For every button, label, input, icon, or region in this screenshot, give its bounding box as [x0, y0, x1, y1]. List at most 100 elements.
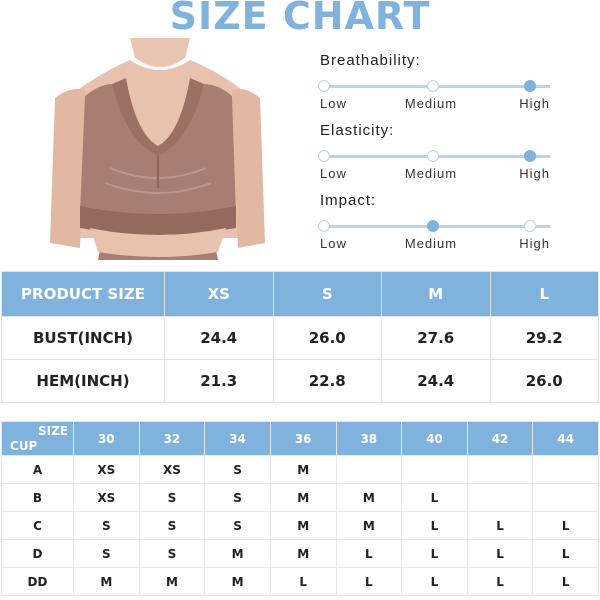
scale-dot-high: [524, 220, 536, 232]
table-cell: L: [532, 511, 599, 540]
table-cell: L: [401, 567, 468, 596]
table-cell: XS: [138, 455, 206, 484]
table-header-row: SIZE CUP 30 32 34 36 38 40 42 44: [1, 421, 599, 456]
table-cell: M: [269, 511, 337, 540]
table-cell: S: [138, 511, 206, 540]
table-cell: S: [73, 539, 140, 568]
elasticity-scale: Elasticity: Low Medium High: [318, 122, 550, 192]
product-photo: [50, 38, 265, 260]
table-cell: 21.3: [164, 359, 274, 403]
band-header: 32: [138, 421, 206, 456]
product-size-header: PRODUCT SIZE: [1, 271, 165, 317]
table-cell: M: [73, 567, 140, 596]
table-cell: 24.4: [164, 316, 274, 360]
size-header-l: L: [489, 271, 599, 317]
table-cell: S: [138, 483, 206, 512]
table-cell: L: [269, 567, 337, 596]
scale-label-high: High: [519, 236, 550, 251]
cup-size-table: SIZE CUP 30 32 34 36 38 40 42 44 A XS XS…: [1, 421, 599, 596]
breathability-label: Breathability:: [320, 52, 421, 69]
table-cell: [532, 455, 599, 484]
cup-label: D: [1, 539, 74, 568]
table-row: HEM(INCH) 21.3 22.8 24.4 26.0: [1, 359, 599, 403]
corner-size-label: SIZE: [37, 424, 68, 438]
scale-dot-medium: [427, 80, 439, 92]
scale-label-medium: Medium: [404, 96, 458, 111]
table-cell: 27.6: [381, 316, 491, 360]
table-row: DD M M M L L L L L: [1, 567, 599, 596]
table-cell: S: [73, 511, 140, 540]
table-cell: M: [204, 539, 271, 568]
table-cell: L: [401, 511, 468, 540]
table-cell: M: [204, 567, 271, 596]
table-cell: M: [269, 483, 337, 512]
bust-row-label: BUST(INCH): [1, 316, 165, 360]
table-cell: L: [532, 539, 599, 568]
table-cell: 22.8: [272, 359, 382, 403]
hem-row-label: HEM(INCH): [1, 359, 165, 403]
scale-dot-high-selected: [524, 80, 536, 92]
impact-scale: Impact: Low Medium High: [318, 192, 550, 262]
table-cell: [401, 455, 468, 484]
table-cell: [466, 455, 534, 484]
table-cell: L: [532, 567, 599, 596]
scale-dot-low: [318, 220, 330, 232]
scale-dot-high-selected: [524, 150, 536, 162]
band-header: 38: [335, 421, 403, 456]
band-header: 30: [73, 421, 140, 456]
page-title: SIZE CHART: [169, 0, 431, 38]
scale-dot-medium: [427, 150, 439, 162]
size-header-m: M: [381, 271, 491, 317]
table-cell: S: [204, 483, 271, 512]
elasticity-label: Elasticity:: [320, 122, 395, 139]
scale-label-low: Low: [320, 236, 347, 251]
scale-dot-low: [318, 150, 330, 162]
band-header: 42: [466, 421, 534, 456]
scale-label-low: Low: [320, 96, 347, 111]
scale-label-low: Low: [320, 166, 347, 181]
scale-dot-medium-selected: [427, 220, 439, 232]
table-cell: L: [401, 483, 468, 512]
scale-label-medium: Medium: [404, 166, 458, 181]
table-cell: M: [335, 511, 403, 540]
table-cell: S: [204, 511, 271, 540]
table-cell: 29.2: [489, 316, 599, 360]
table-cell: XS: [73, 455, 140, 484]
table-cell: L: [335, 539, 403, 568]
band-header: 40: [401, 421, 468, 456]
band-header: 44: [532, 421, 599, 456]
table-header-row: PRODUCT SIZE XS S M L: [1, 271, 599, 317]
band-header: 36: [269, 421, 337, 456]
size-header-xs: XS: [164, 271, 274, 317]
table-cell: [466, 483, 534, 512]
table-cell: 26.0: [489, 359, 599, 403]
scale-label-medium: Medium: [404, 236, 458, 251]
table-cell: [532, 483, 599, 512]
table-cell: [335, 455, 403, 484]
table-cell: L: [466, 511, 534, 540]
table-cell: S: [204, 455, 271, 484]
model-wearing-sports-bra-image: [50, 38, 265, 260]
table-cell: M: [269, 539, 337, 568]
table-cell: L: [335, 567, 403, 596]
table-cell: S: [138, 539, 206, 568]
cup-label: A: [1, 455, 74, 484]
fabric-ratings: Breathability: Low Medium High Elasticit…: [318, 52, 550, 262]
table-row: BUST(INCH) 24.4 26.0 27.6 29.2: [1, 316, 599, 360]
table-cell: M: [269, 455, 337, 484]
breathability-scale: Breathability: Low Medium High: [318, 52, 550, 122]
cup-label: DD: [1, 567, 74, 596]
table-cell: L: [401, 539, 468, 568]
table-cell: 26.0: [272, 316, 382, 360]
size-header-s: S: [272, 271, 382, 317]
table-row: A XS XS S M: [1, 455, 599, 484]
product-size-table: PRODUCT SIZE XS S M L BUST(INCH) 24.4 26…: [1, 271, 599, 403]
cup-label: C: [1, 511, 74, 540]
scale-label-high: High: [519, 166, 550, 181]
table-row: C S S S M M L L L: [1, 511, 599, 540]
impact-label: Impact:: [320, 192, 377, 209]
table-row: D S S M M L L L L: [1, 539, 599, 568]
table-cell: 24.4: [381, 359, 491, 403]
table-cell: M: [335, 483, 403, 512]
table-row: B XS S S M M L: [1, 483, 599, 512]
